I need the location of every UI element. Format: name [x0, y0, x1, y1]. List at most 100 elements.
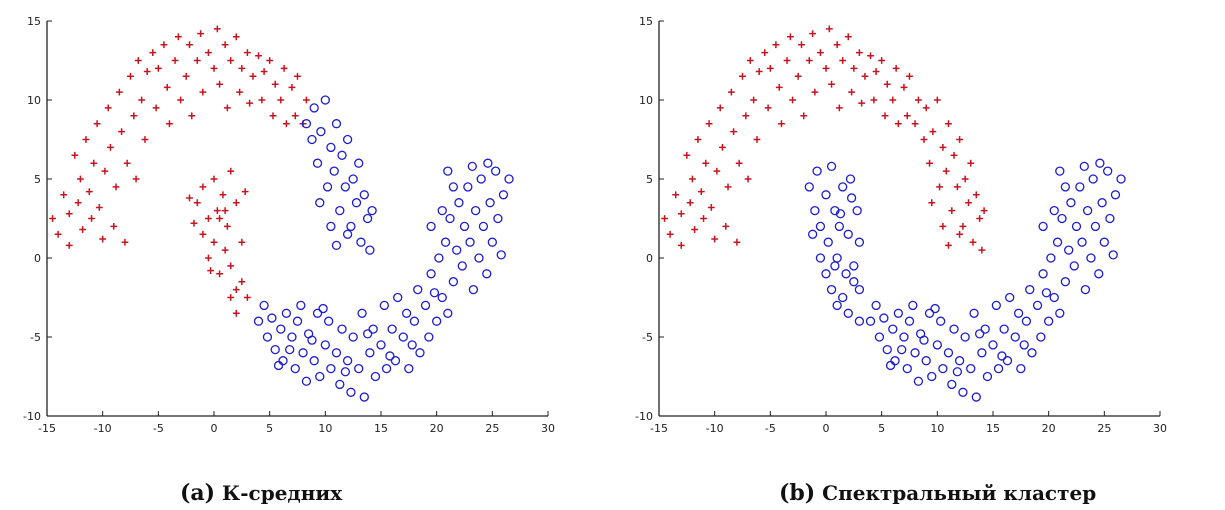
circle-point — [359, 190, 369, 200]
x-tick-label: -10 — [706, 422, 724, 435]
circle-point — [273, 360, 284, 371]
circle-point — [437, 292, 447, 303]
circle-point — [885, 360, 896, 371]
cross-point — [223, 104, 231, 112]
circle-point — [365, 245, 375, 255]
circle-point — [329, 166, 339, 176]
circle-point — [823, 237, 833, 247]
cross-point — [193, 199, 201, 207]
cross-point — [911, 120, 919, 128]
circle-point — [834, 221, 845, 232]
circle-point — [331, 240, 342, 251]
cross-point — [177, 96, 184, 104]
cross-point — [227, 262, 235, 270]
cross-point — [141, 136, 149, 143]
cross-point — [110, 223, 118, 230]
circle-point — [1090, 221, 1101, 232]
cross-point — [848, 88, 856, 96]
circle-point — [832, 253, 842, 263]
circle-point — [947, 379, 957, 390]
circle-point — [1071, 221, 1082, 232]
cross-point — [199, 230, 207, 238]
cross-point — [953, 183, 961, 191]
cross-point — [775, 83, 783, 91]
circle-point — [342, 229, 353, 239]
caption-b: (b) Спектральный кластер — [779, 480, 1096, 506]
cross-point — [764, 104, 772, 112]
circle-point — [301, 119, 312, 129]
cross-point — [138, 96, 146, 104]
cross-point — [227, 294, 235, 301]
y-tick-label: 0 — [646, 252, 653, 265]
cross-point — [104, 104, 112, 112]
circle-point — [943, 348, 954, 358]
circle-point — [326, 221, 336, 232]
circle-point — [1105, 213, 1115, 224]
cross-point — [697, 188, 705, 196]
cross-point — [945, 241, 952, 249]
circle-point — [971, 392, 981, 402]
cross-point — [672, 191, 680, 199]
cross-point — [945, 120, 952, 128]
circle-point — [470, 205, 481, 216]
circle-point — [1027, 348, 1037, 358]
cross-point — [85, 188, 93, 196]
cross-point — [850, 65, 858, 72]
circle-point — [1099, 237, 1109, 247]
circle-point — [483, 158, 493, 168]
circle-point — [420, 300, 431, 311]
circle-point — [335, 205, 345, 216]
circle-point — [908, 300, 918, 311]
cross-point — [205, 254, 212, 262]
circle-point — [888, 324, 898, 334]
cross-point — [746, 57, 754, 64]
x-tick-label: 30 — [541, 422, 555, 435]
cross-point — [60, 191, 68, 199]
cross-point — [77, 175, 84, 183]
circle-point — [281, 308, 292, 318]
circle-point — [356, 237, 366, 247]
cross-point — [920, 136, 928, 143]
cross-point — [719, 144, 726, 151]
cross-point — [171, 57, 179, 64]
circle-point — [296, 300, 306, 311]
cross-point — [95, 204, 103, 211]
circle-point — [404, 363, 414, 374]
circle-point — [354, 158, 364, 168]
circle-point — [913, 376, 924, 386]
circle-point — [385, 351, 395, 361]
circle-point — [854, 237, 865, 247]
cross-point — [805, 57, 813, 64]
cross-point — [74, 199, 82, 207]
circle-point — [988, 340, 998, 350]
cross-point — [134, 57, 142, 64]
cross-point — [199, 88, 207, 96]
x-tick-label: -5 — [765, 422, 776, 435]
cross-point — [713, 167, 721, 175]
cross-point — [976, 215, 984, 222]
cross-point — [700, 215, 707, 222]
cross-point — [744, 175, 752, 183]
cross-point — [193, 57, 201, 64]
circle-point — [977, 348, 987, 358]
circle-point — [838, 292, 848, 303]
circle-point — [443, 308, 453, 318]
cross-point — [666, 230, 674, 238]
circle-point — [457, 261, 467, 271]
cross-point — [210, 175, 218, 183]
circle-point — [804, 182, 814, 192]
cross-point — [716, 104, 724, 112]
circle-point — [899, 332, 909, 342]
x-tick-label: 20 — [1042, 422, 1056, 435]
y-tick-label: -10 — [635, 410, 653, 423]
circle-point — [991, 300, 1001, 311]
circle-point — [379, 300, 389, 311]
cross-point — [241, 188, 249, 196]
circle-point — [267, 313, 277, 323]
circle-point — [1095, 158, 1105, 168]
circle-point — [498, 190, 509, 200]
circle-point — [443, 166, 453, 176]
cross-point — [118, 128, 125, 135]
cross-point — [822, 65, 830, 72]
circle-point — [342, 356, 353, 366]
